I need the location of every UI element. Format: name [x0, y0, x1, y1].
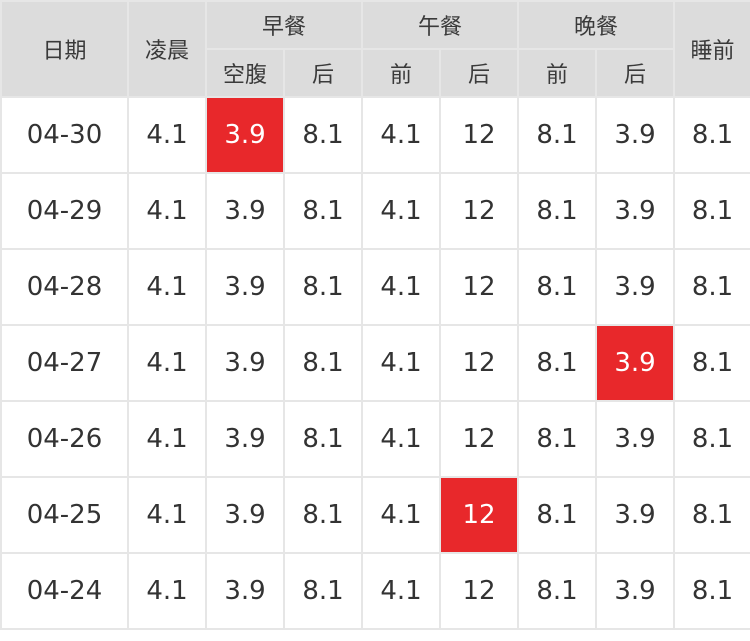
lunch-before-value: 4.1 — [361, 96, 442, 174]
breakfast-after-value: 8.1 — [282, 172, 364, 250]
bedtime-value: 8.1 — [673, 324, 750, 402]
lunch-before-value: 4.1 — [361, 476, 442, 554]
date-cell: 04-28 — [0, 248, 129, 326]
early-morning-value: 4.1 — [127, 96, 207, 174]
breakfast-fasting-value: 3.9 — [205, 400, 285, 478]
lunch-after-value: 12 — [439, 96, 520, 174]
dinner-after-value: 3.9 — [595, 172, 676, 250]
lunch-after-value: 12 — [439, 552, 520, 630]
lunch-after-value: 12 — [439, 172, 520, 250]
bedtime-value: 8.1 — [673, 476, 750, 554]
dinner-before-value: 8.1 — [517, 552, 598, 630]
header-lunch-before: 前 — [361, 48, 442, 98]
early-morning-value: 4.1 — [127, 400, 207, 478]
date-cell: 04-26 — [0, 400, 129, 478]
bedtime-value: 8.1 — [673, 400, 750, 478]
dinner-after-value: 3.9 — [595, 248, 676, 326]
bedtime-value: 8.1 — [673, 248, 750, 326]
bedtime-value: 8.1 — [673, 172, 750, 250]
dinner-after-value: 3.9 — [595, 400, 676, 478]
date-cell: 04-29 — [0, 172, 129, 250]
table-row[interactable]: 04-30 4.1 3.9 8.1 4.1 12 8.1 3.9 8.1 — [0, 96, 750, 174]
header-bedtime: 睡前 — [673, 0, 750, 98]
breakfast-fasting-value: 3.9 — [205, 324, 285, 402]
table-row[interactable]: 04-26 4.1 3.9 8.1 4.1 12 8.1 3.9 8.1 — [0, 400, 750, 478]
dinner-before-value: 8.1 — [517, 400, 598, 478]
dinner-before-value: 8.1 — [517, 476, 598, 554]
breakfast-after-value: 8.1 — [282, 476, 364, 554]
lunch-after-value: 12 — [439, 248, 520, 326]
table-row[interactable]: 04-29 4.1 3.9 8.1 4.1 12 8.1 3.9 8.1 — [0, 172, 750, 250]
date-cell: 04-27 — [0, 324, 129, 402]
lunch-before-value: 4.1 — [361, 552, 442, 630]
bedtime-value: 8.1 — [673, 96, 750, 174]
early-morning-value: 4.1 — [127, 248, 207, 326]
early-morning-value: 4.1 — [127, 552, 207, 630]
date-cell: 04-30 — [0, 96, 129, 174]
breakfast-fasting-value: 3.9 — [205, 248, 285, 326]
header-breakfast: 早餐 — [204, 0, 364, 50]
breakfast-after-value: 8.1 — [282, 324, 364, 402]
header-lunch-after: 后 — [439, 48, 520, 98]
breakfast-after-value: 8.1 — [282, 248, 364, 326]
dinner-before-value: 8.1 — [517, 96, 598, 174]
early-morning-value: 4.1 — [127, 324, 207, 402]
header-dinner-before: 前 — [517, 48, 598, 98]
bedtime-value: 8.1 — [673, 552, 750, 630]
lunch-before-value: 4.1 — [361, 400, 442, 478]
early-morning-value: 4.1 — [127, 172, 207, 250]
table-row[interactable]: 04-27 4.1 3.9 8.1 4.1 12 8.1 3.9 8.1 — [0, 324, 750, 402]
dinner-before-value: 8.1 — [517, 248, 598, 326]
breakfast-fasting-value: 3.9 — [205, 552, 285, 630]
breakfast-fasting-value: 3.9 — [205, 172, 285, 250]
table-body: 04-30 4.1 3.9 8.1 4.1 12 8.1 3.9 8.1 04-29 4.1 3.9 8… — [0, 96, 750, 630]
dinner-after-value: 3.9 — [595, 476, 676, 554]
header-dinner: 晚餐 — [517, 0, 676, 50]
lunch-after-value: 12 — [439, 400, 520, 478]
dinner-before-value: 8.1 — [517, 172, 598, 250]
header-breakfast-after: 后 — [282, 48, 364, 98]
early-morning-value: 4.1 — [127, 476, 207, 554]
lunch-after-value-highlighted: 12 — [439, 476, 520, 554]
date-cell: 04-24 — [0, 552, 129, 630]
table-row[interactable]: 04-24 4.1 3.9 8.1 4.1 12 8.1 3.9 8.1 — [0, 552, 750, 630]
table-header: 日期 凌晨 早餐 午餐 晚餐 睡前 空腹 后 前 后 前 后 — [0, 0, 750, 98]
breakfast-after-value: 8.1 — [282, 552, 364, 630]
dinner-after-value: 3.9 — [595, 96, 676, 174]
header-early-morning: 凌晨 — [127, 0, 207, 98]
dinner-before-value: 8.1 — [517, 324, 598, 402]
dinner-after-value: 3.9 — [595, 552, 676, 630]
breakfast-after-value: 8.1 — [282, 400, 364, 478]
lunch-before-value: 4.1 — [361, 324, 442, 402]
header-lunch: 午餐 — [361, 0, 520, 50]
table-row[interactable]: 04-28 4.1 3.9 8.1 4.1 12 8.1 3.9 8.1 — [0, 248, 750, 326]
lunch-before-value: 4.1 — [361, 248, 442, 326]
header-breakfast-fasting: 空腹 — [205, 48, 285, 98]
lunch-before-value: 4.1 — [361, 172, 442, 250]
header-dinner-after: 后 — [595, 48, 676, 98]
lunch-after-value: 12 — [439, 324, 520, 402]
breakfast-after-value: 8.1 — [282, 96, 364, 174]
header-date: 日期 — [0, 0, 129, 98]
table-row[interactable]: 04-25 4.1 3.9 8.1 4.1 12 8.1 3.9 8.1 — [0, 476, 750, 554]
breakfast-fasting-value-highlighted: 3.9 — [205, 96, 285, 174]
breakfast-fasting-value: 3.9 — [205, 476, 285, 554]
dinner-after-value-highlighted: 3.9 — [595, 324, 676, 402]
date-cell: 04-25 — [0, 476, 129, 554]
